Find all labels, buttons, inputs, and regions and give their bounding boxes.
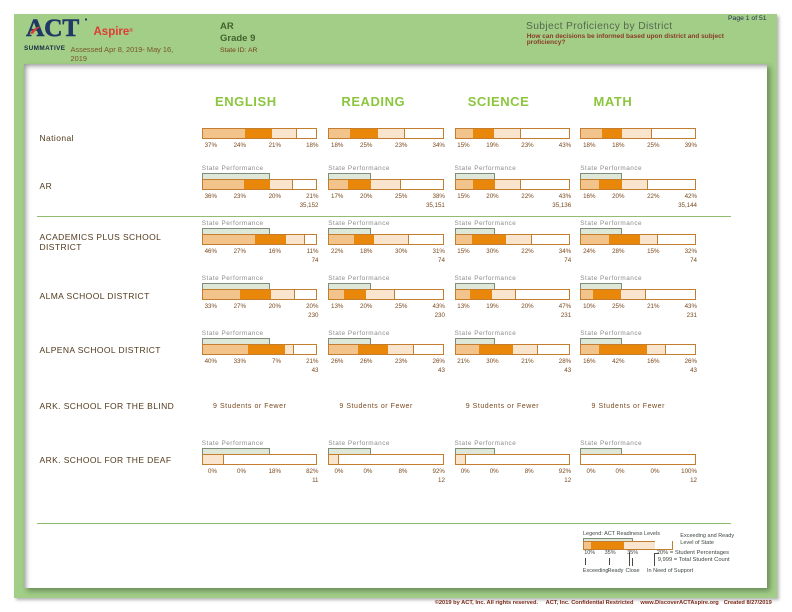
svg-text:ACT: ACT xyxy=(26,14,79,42)
